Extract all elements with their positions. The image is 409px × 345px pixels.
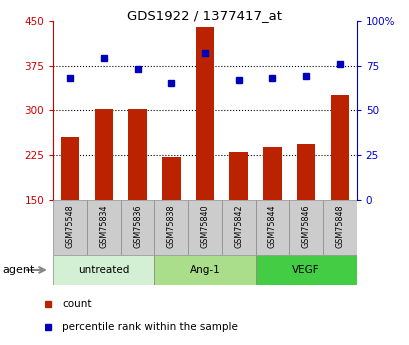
Bar [53,255,154,285]
Bar [61,137,79,200]
Text: percentile rank within the sample: percentile rank within the sample [62,322,238,332]
Bar [120,200,154,255]
Bar [128,109,146,200]
Bar [221,200,255,255]
Text: GSM75848: GSM75848 [335,205,344,248]
Bar [322,200,356,255]
Text: GSM75842: GSM75842 [234,205,243,248]
Text: untreated: untreated [78,265,129,275]
Text: GSM75834: GSM75834 [99,205,108,248]
Bar [188,200,221,255]
Text: Ang-1: Ang-1 [189,265,220,275]
Text: count: count [62,299,92,309]
Text: agent: agent [2,265,34,275]
Bar [154,255,255,285]
Bar [263,147,281,200]
Bar [255,200,289,255]
Text: GSM75836: GSM75836 [133,205,142,248]
Bar [53,200,87,255]
Bar [154,200,188,255]
Bar [289,200,322,255]
Bar [162,157,180,200]
Text: VEGF: VEGF [292,265,319,275]
Text: GSM75840: GSM75840 [200,205,209,248]
Text: GSM75844: GSM75844 [267,205,276,248]
Bar [330,96,348,200]
Text: GSM75846: GSM75846 [301,205,310,248]
Bar [195,27,214,200]
Bar [229,152,247,200]
Bar [296,145,315,200]
Bar [255,255,356,285]
Text: GDS1922 / 1377417_at: GDS1922 / 1377417_at [127,9,282,22]
Text: GSM75838: GSM75838 [166,205,175,248]
Bar [87,200,120,255]
Bar [94,109,113,200]
Text: GSM75548: GSM75548 [65,205,74,248]
